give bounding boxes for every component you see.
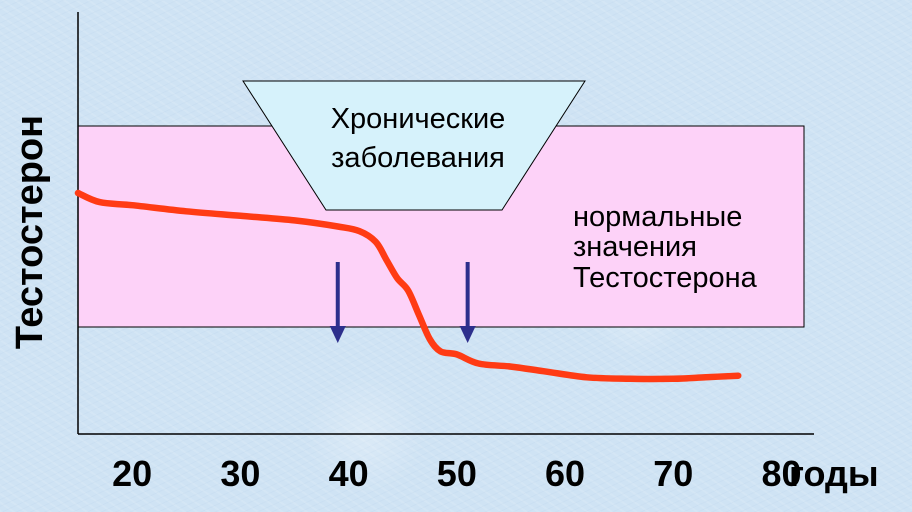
x-tick-label-30: 30 [220, 453, 260, 494]
chronic-diseases-label-line-2: заболевания [331, 142, 505, 174]
normal-range-label-line-3: Тестостерона [573, 262, 758, 294]
x-tick-label-40: 40 [329, 453, 369, 494]
arrows [329, 262, 476, 343]
x-tick-label-50: 50 [437, 453, 477, 494]
down-arrow-head-2 [459, 326, 476, 343]
normal-range-label-line-2: значения [573, 231, 697, 263]
x-axis-unit-label: годы [789, 453, 879, 494]
x-tick-label-20: 20 [112, 453, 152, 494]
chronic-diseases-box [242, 80, 586, 211]
normal-range-label-line-1: нормальные [573, 201, 742, 233]
testosterone-series-line [74, 189, 742, 383]
chronic-diseases-label-line-1: Хронические [331, 103, 506, 135]
x-tick-label-80: 80 [762, 453, 802, 494]
x-tick-labels: 20 30 40 50 60 70 80 [112, 453, 801, 494]
x-tick-label-70: 70 [653, 453, 693, 494]
y-axis-label: Тестостерон [9, 115, 51, 349]
x-tick-label-60: 60 [545, 453, 585, 494]
down-arrow-head-1 [329, 326, 346, 343]
